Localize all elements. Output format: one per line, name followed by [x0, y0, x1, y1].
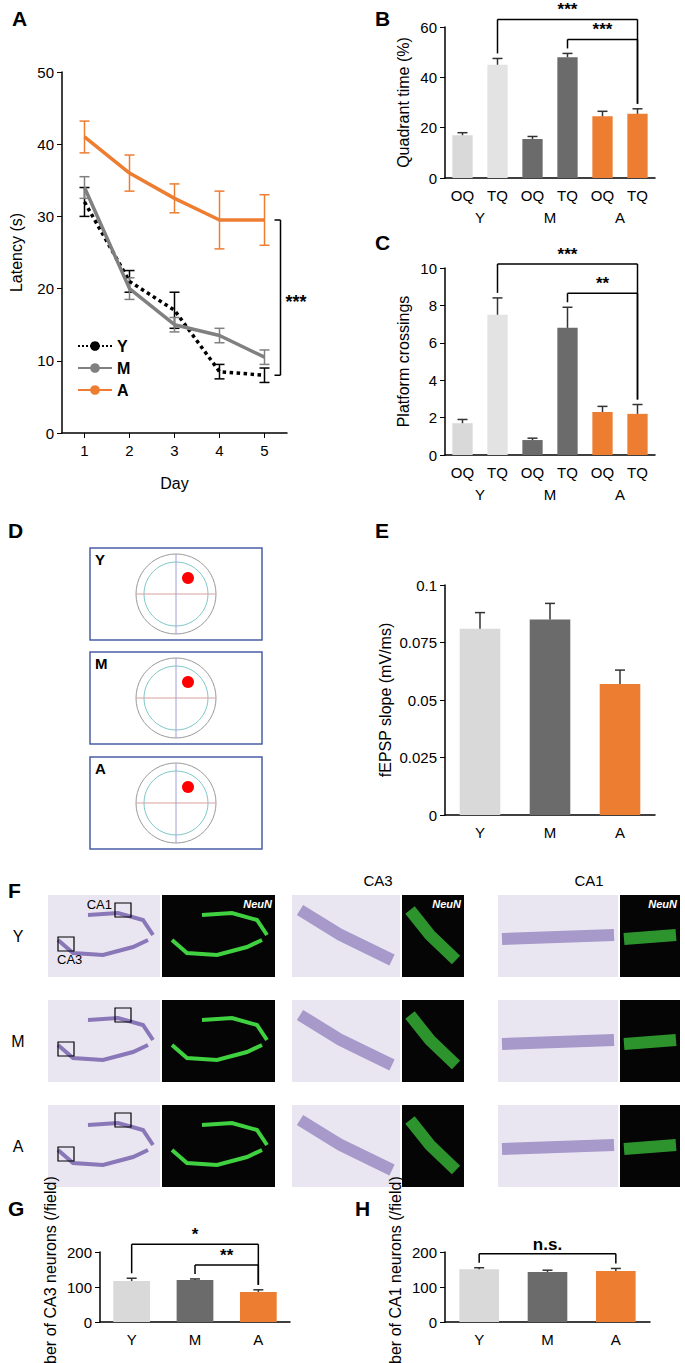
svg-text:OQ: OQ	[521, 187, 544, 204]
svg-text:1: 1	[80, 442, 88, 459]
svg-text:***: ***	[558, 0, 578, 19]
svg-text:200: 200	[67, 1244, 92, 1261]
svg-text:100: 100	[67, 1279, 92, 1296]
svg-text:A: A	[95, 760, 106, 777]
svg-text:H: H	[355, 1197, 370, 1220]
svg-text:10: 10	[37, 352, 54, 369]
svg-text:20: 20	[37, 280, 54, 297]
svg-text:A: A	[611, 1331, 621, 1348]
svg-text:CA1: CA1	[87, 897, 112, 912]
svg-text:Number of CA1 neurons (/field): Number of CA1 neurons (/field)	[387, 1176, 404, 1363]
svg-text:TQ: TQ	[627, 187, 648, 204]
svg-text:*: *	[192, 1225, 199, 1244]
svg-text:Y: Y	[475, 824, 485, 841]
svg-text:M: M	[95, 655, 108, 672]
svg-text:A: A	[615, 486, 625, 503]
svg-text:C: C	[375, 231, 390, 254]
svg-text:6: 6	[429, 334, 437, 351]
svg-text:M: M	[544, 824, 557, 841]
svg-text:**: **	[596, 274, 610, 293]
svg-text:OQ: OQ	[591, 464, 614, 481]
svg-text:4: 4	[429, 372, 437, 389]
svg-text:NeuN: NeuN	[648, 898, 678, 910]
svg-text:30: 30	[37, 208, 54, 225]
svg-text:Latency (s): Latency (s)	[8, 213, 25, 292]
svg-text:0: 0	[429, 170, 437, 187]
svg-text:A: A	[13, 1138, 24, 1155]
svg-text:***: ***	[593, 20, 613, 39]
svg-text:OQ: OQ	[521, 464, 544, 481]
svg-text:Y: Y	[95, 551, 105, 568]
svg-text:100: 100	[412, 1279, 437, 1296]
svg-text:40: 40	[420, 69, 437, 86]
svg-text:0: 0	[84, 1314, 92, 1331]
svg-text:**: **	[220, 1246, 234, 1265]
svg-text:***: ***	[558, 245, 578, 264]
svg-text:4: 4	[215, 442, 223, 459]
svg-text:NeuN: NeuN	[243, 898, 273, 910]
svg-text:A: A	[615, 209, 625, 226]
svg-text:TQ: TQ	[557, 464, 578, 481]
svg-text:M: M	[544, 209, 557, 226]
svg-text:0.1: 0.1	[416, 577, 437, 594]
svg-text:NeuN: NeuN	[432, 898, 462, 910]
svg-text:CA1: CA1	[574, 872, 603, 889]
svg-text:200: 200	[412, 1244, 437, 1261]
svg-text:M: M	[189, 1331, 202, 1348]
svg-text:M: M	[11, 1033, 24, 1050]
svg-text:Platform crossings: Platform crossings	[395, 296, 412, 428]
svg-text:CA3: CA3	[57, 952, 82, 967]
svg-text:0: 0	[429, 1314, 437, 1331]
svg-text:2: 2	[125, 442, 133, 459]
svg-text:Number of CA3 neurons (/field): Number of CA3 neurons (/field)	[42, 1176, 59, 1363]
svg-text:A: A	[117, 382, 129, 399]
svg-text:0.05: 0.05	[408, 692, 437, 709]
svg-text:20: 20	[420, 119, 437, 136]
svg-text:8: 8	[429, 297, 437, 314]
svg-text:A: A	[12, 7, 27, 30]
svg-text:M: M	[541, 1331, 554, 1348]
svg-text:D: D	[8, 519, 23, 542]
svg-text:0: 0	[429, 807, 437, 824]
svg-text:Day: Day	[160, 475, 188, 492]
svg-text:Y: Y	[475, 209, 485, 226]
svg-text:Quadrant time (%): Quadrant time (%)	[395, 37, 412, 168]
svg-text:OQ: OQ	[591, 187, 614, 204]
svg-text:0.025: 0.025	[399, 749, 437, 766]
svg-text:Y: Y	[13, 928, 24, 945]
svg-text:G: G	[8, 1197, 24, 1220]
svg-text:5: 5	[260, 442, 268, 459]
svg-text:F: F	[8, 879, 21, 902]
svg-text:TQ: TQ	[627, 464, 648, 481]
svg-text:A: A	[615, 824, 625, 841]
svg-text:A: A	[253, 1331, 263, 1348]
svg-text:2: 2	[429, 409, 437, 426]
svg-text:0: 0	[46, 425, 54, 442]
svg-text:50: 50	[37, 64, 54, 81]
svg-text:60: 60	[420, 19, 437, 36]
svg-text:n.s.: n.s.	[533, 1235, 562, 1254]
svg-text:OQ: OQ	[451, 464, 474, 481]
svg-text:10: 10	[420, 260, 437, 277]
svg-text:Y: Y	[474, 1331, 484, 1348]
svg-text:OQ: OQ	[451, 187, 474, 204]
svg-text:3: 3	[170, 442, 178, 459]
svg-text:Y: Y	[117, 338, 128, 355]
svg-text:TQ: TQ	[557, 187, 578, 204]
svg-text:fEPSP slope (mV/ms): fEPSP slope (mV/ms)	[377, 623, 394, 777]
svg-text:Y: Y	[127, 1331, 137, 1348]
svg-text:CA3: CA3	[363, 872, 392, 889]
svg-text:M: M	[544, 486, 557, 503]
svg-text:E: E	[375, 519, 389, 542]
svg-text:M: M	[117, 360, 130, 377]
svg-text:TQ: TQ	[487, 464, 508, 481]
svg-text:0.075: 0.075	[399, 634, 437, 651]
svg-text:***: ***	[286, 292, 307, 312]
svg-text:B: B	[375, 7, 390, 30]
svg-text:Y: Y	[475, 486, 485, 503]
svg-text:0: 0	[429, 447, 437, 464]
svg-text:40: 40	[37, 136, 54, 153]
svg-text:TQ: TQ	[487, 187, 508, 204]
